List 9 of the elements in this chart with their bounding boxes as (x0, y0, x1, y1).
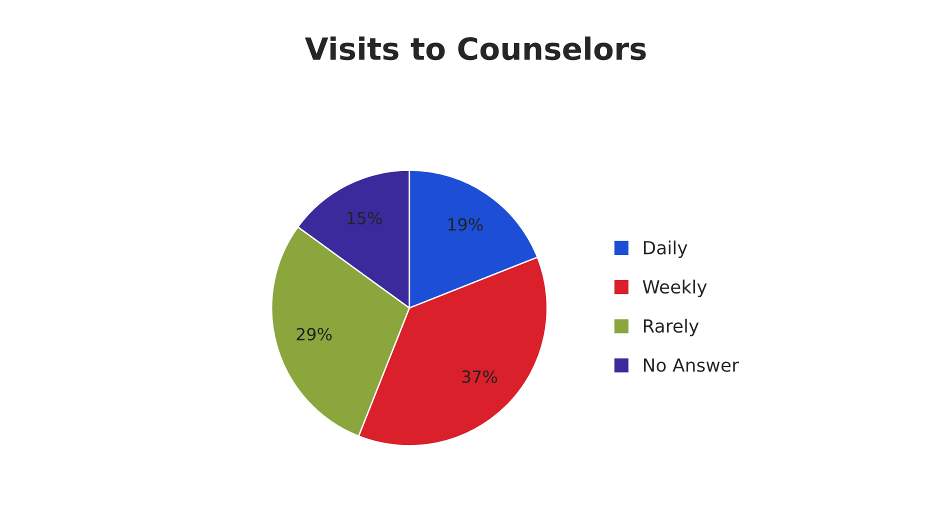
data-label: 19% (448, 218, 483, 231)
legend-label: No Answer (644, 358, 739, 372)
legend-label: Rarely (644, 318, 699, 336)
data-label: 29% (296, 328, 332, 340)
data-label: 15% (348, 212, 382, 224)
legend-label: Daily (644, 240, 688, 258)
legend-label: Weekly (642, 280, 707, 298)
data-label: 37% (462, 370, 498, 383)
chart-title: Visits to Counselors (304, 36, 646, 60)
